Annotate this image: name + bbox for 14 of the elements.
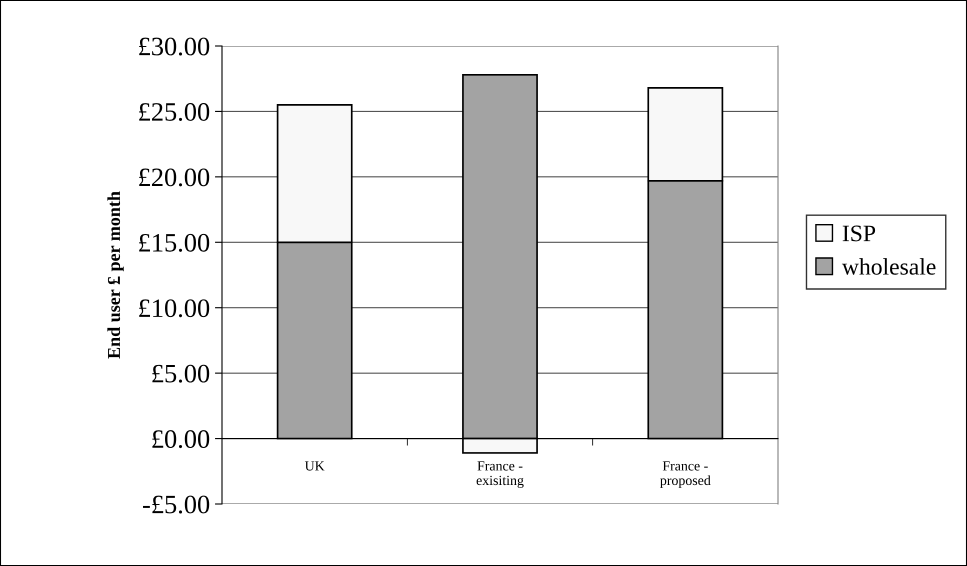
y-tick-label: £5.00 (152, 364, 210, 383)
x-tick-label: UK (304, 461, 325, 471)
y-tick-label: £20.00 (139, 168, 210, 186)
y-tick-label: £0.00 (152, 430, 210, 448)
y-tick-label: £10.00 (139, 299, 210, 318)
x-tick-label: France - proposed (660, 461, 711, 488)
y-tick-label: £30.00 (139, 38, 210, 56)
y-axis-title: End user £ per month (107, 191, 124, 359)
y-tick-label: -£5.00 (143, 496, 210, 514)
legend-label: wholesale (842, 258, 936, 275)
y-tick-label: £25.00 (139, 103, 210, 121)
x-tick-label: France - exisiting (476, 461, 524, 488)
y-tick-label: £15.00 (139, 234, 210, 252)
legend-label: ISP (842, 226, 876, 242)
